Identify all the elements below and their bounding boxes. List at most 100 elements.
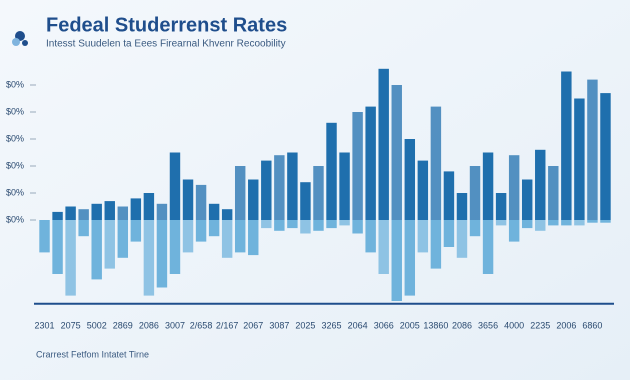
bar [274,220,285,231]
x-tick-label: 2025 [295,320,315,330]
bar [78,209,89,220]
bar [130,220,142,242]
bar [548,220,559,226]
bar [339,152,350,220]
y-tick-label: $0% [6,160,24,170]
bar [182,179,194,220]
bar [391,220,402,301]
bar [234,220,246,253]
chart-subtitle: Intesst Suudelen ta Eees Firearnal Khven… [46,39,286,50]
bar [600,93,611,220]
bar [104,201,115,220]
bar [417,160,429,220]
bar [78,220,89,237]
x-tick-label: 6860 [582,320,602,330]
bar [482,152,494,220]
bar [469,166,481,220]
x-tick-label: 2/658 [190,320,213,330]
bar [208,203,220,220]
bar [443,171,455,220]
bar [561,220,572,226]
x-tick-label: 2235 [530,320,550,330]
bar [365,220,376,253]
x-tick-label: 5002 [87,320,107,330]
bar [104,220,115,269]
x-tick-label: 2064 [348,320,368,330]
bar [600,220,611,223]
x-tick-label: 2086 [452,320,472,330]
bar [195,220,207,242]
bar [65,220,76,296]
y-tick-label: $0% [6,106,24,116]
bar [52,211,63,220]
x-tick-label: 2869 [113,320,133,330]
footer: Crarrest Fetfom Intatet Tirne [36,349,149,359]
x-tick-label: 2075 [61,320,81,330]
bar [378,68,389,220]
bar [52,220,63,274]
bar [417,220,429,253]
bar [508,220,520,242]
bar [313,166,324,220]
bar [456,220,468,258]
x-tick-label: 13860 [423,320,448,330]
bar [221,209,233,220]
bar [495,193,507,220]
bar [378,220,389,274]
bar [169,220,181,274]
bar [156,220,168,288]
bar [535,220,546,231]
bar [326,220,337,229]
x-tick-label: 4000 [504,320,524,330]
bar [326,122,337,220]
bar [430,106,442,220]
bar [443,220,455,247]
logo [22,40,28,46]
bar [404,139,416,220]
bar [574,220,585,226]
bar [182,220,194,253]
bar [208,220,220,237]
y-tick-label: $0% [6,214,24,224]
bar [117,206,129,220]
chart-title: Fedeal Studerrenst Rates [46,14,287,36]
bar [587,79,598,220]
bar [143,220,155,296]
bar [261,220,272,229]
bar [391,85,402,220]
bar [39,220,50,253]
bar [313,220,324,231]
bar [482,220,494,274]
x-tick-label: 2005 [400,320,420,330]
bar [404,220,416,296]
bar [495,220,507,226]
x-tick-label: 3007 [165,320,185,330]
bar [352,220,363,234]
bar [521,179,533,220]
bar [561,71,572,220]
bar [130,198,142,220]
x-tick-label: 2/167 [216,320,239,330]
x-tick-label: 3087 [269,320,289,330]
x-tick-label: 3656 [478,320,498,330]
bar [300,182,311,220]
bar [91,220,102,280]
x-tick-label: 2086 [139,320,159,330]
bar [587,220,598,223]
bar [365,106,376,220]
bar [548,166,559,220]
bar [143,193,155,220]
bar [248,220,259,256]
bar [574,98,585,220]
x-tick-label: 2067 [243,320,263,330]
bar [221,220,233,258]
bar [156,203,168,220]
y-tick-label: $0% [6,187,24,197]
bar [65,206,76,220]
bar [248,179,259,220]
bar [469,220,481,237]
bar [521,220,533,229]
bar [274,155,285,220]
y-tick-label: $0% [6,79,24,89]
